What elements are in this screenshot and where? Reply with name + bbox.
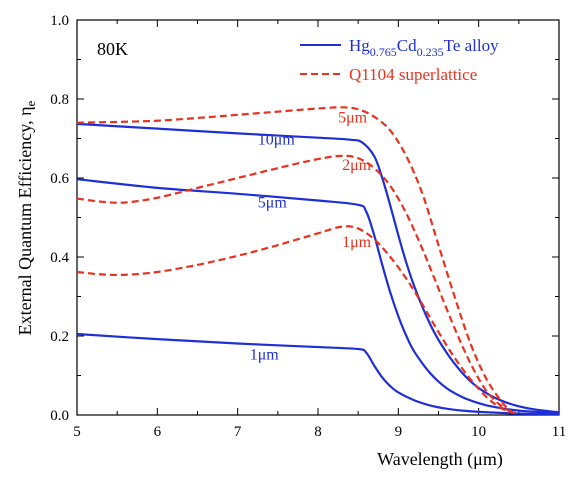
annotation-temperature: 80K — [97, 39, 128, 59]
y-tick-label: 0.2 — [50, 329, 69, 345]
series-label-superlattice-1um: 1μm — [342, 234, 372, 251]
series-label-superlattice-5um: 5μm — [338, 110, 368, 127]
y-tick-label: 0.8 — [50, 92, 69, 108]
tick-labels: 5 6 7 8 9 10 11 0.0 0.2 0.4 0.6 0.8 1.0 — [50, 13, 566, 440]
series-label-superlattice-2um: 2μm — [342, 157, 372, 174]
axis-ticks — [76, 19, 560, 416]
y-tick-label: 0.0 — [50, 408, 69, 424]
x-tick-label: 8 — [314, 424, 322, 440]
y-tick-label: 0.6 — [50, 171, 69, 187]
series-label-alloy-5um: 5μm — [258, 195, 288, 212]
legend: Hg0.765Cd0.235Te alloy Q1104 superlattic… — [300, 36, 499, 84]
y-tick-label: 0.4 — [50, 250, 69, 266]
series-line-alloy-5um — [76, 178, 560, 415]
series-line-superlattice-5um — [76, 106, 512, 412]
x-tick-label: 5 — [73, 424, 81, 440]
y-tick-label: 1.0 — [50, 13, 69, 29]
series-line-superlattice-1um — [76, 225, 520, 415]
plot-area: 10μm 5μm 1μm 5μm 2μm 1μm — [76, 19, 560, 416]
x-tick-label: 7 — [234, 424, 242, 440]
x-tick-label: 9 — [395, 424, 403, 440]
series-line-alloy-10um — [76, 122, 560, 414]
series-label-alloy-1um: 1μm — [250, 347, 280, 364]
series-layer — [76, 106, 560, 416]
series-labels: 10μm 5μm 1μm 5μm 2μm 1μm — [250, 110, 372, 364]
series-line-alloy-1um — [76, 332, 560, 416]
legend-label-alloy: Hg0.765Cd0.235Te alloy — [349, 36, 499, 59]
series-label-alloy-10um: 10μm — [258, 131, 296, 148]
x-tick-label: 6 — [154, 424, 162, 440]
legend-label-superlattice: Q1104 superlattice — [349, 65, 477, 84]
x-tick-label: 11 — [552, 424, 566, 440]
y-axis-title: External Quantum Efficiency, ηe — [15, 100, 38, 335]
x-tick-label: 10 — [471, 424, 486, 440]
plot-frame — [76, 19, 560, 416]
x-axis-title: Wavelength (μm) — [377, 449, 503, 470]
series-line-superlattice-2um — [76, 154, 516, 415]
